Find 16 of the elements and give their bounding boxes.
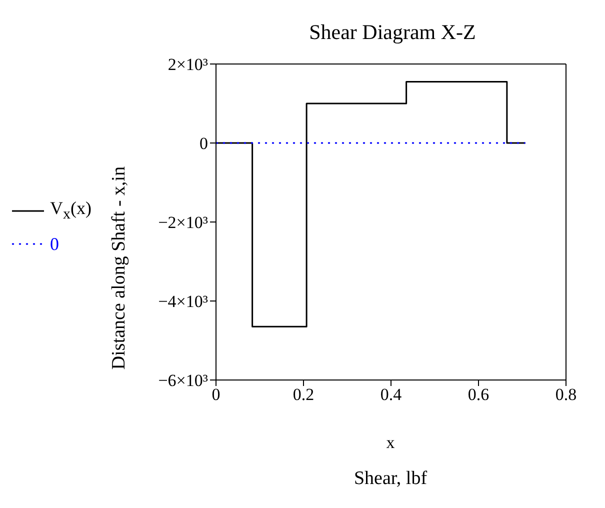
x-axis-title: x bbox=[385, 433, 396, 453]
x-tick-label: 0 bbox=[212, 385, 220, 404]
y-tick-label: −4×10³ bbox=[158, 292, 208, 312]
y-tick-label: −6×10³ bbox=[158, 371, 208, 390]
x-tick-label: 0.4 bbox=[380, 385, 402, 404]
chart-title: Shear Diagram X-Z bbox=[308, 20, 477, 45]
x-tick-label: 0.8 bbox=[555, 385, 577, 404]
text: Shear, lbf bbox=[352, 468, 428, 490]
legend-label: 0 bbox=[50, 234, 59, 255]
y-tick-label: 2×10³ bbox=[168, 55, 208, 74]
x-tick-label: 0.2 bbox=[292, 385, 314, 404]
y-tick-label: 0 bbox=[200, 134, 208, 154]
y-axis-title: Distance along Shaft - x,in bbox=[109, 166, 131, 370]
legend-label: V$_{x}$(x) bbox=[50, 198, 92, 224]
y-tick-label: −2×10³ bbox=[158, 213, 208, 232]
x-tick-label: 0.6 bbox=[468, 385, 490, 404]
